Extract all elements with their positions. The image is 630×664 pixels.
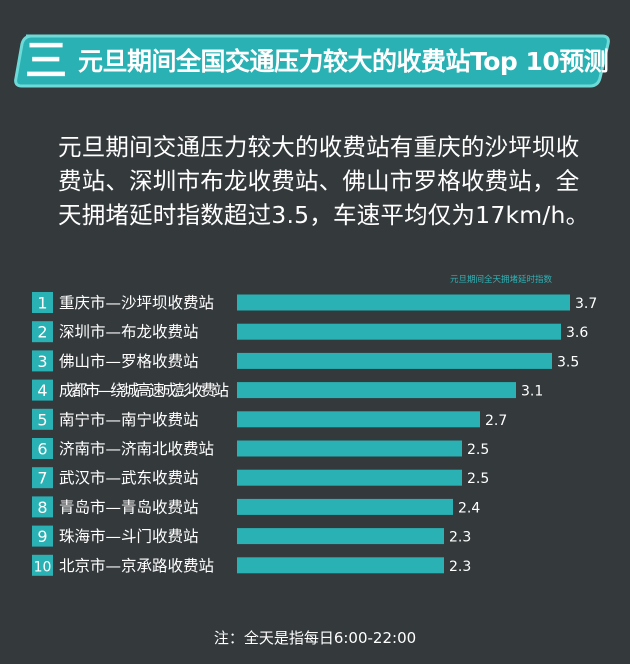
rank-number: 5: [37, 410, 47, 429]
rank-number: 4: [37, 381, 47, 400]
value-label: 3.7: [575, 296, 597, 312]
category-label: 珠海市—斗门收费站: [59, 528, 199, 546]
page-title: 元旦期间全国交通压力较大的收费站Top 10预测: [78, 47, 609, 76]
category-label: 重庆市—沙坪坝收费站: [59, 294, 214, 312]
value-label: 2.5: [467, 471, 489, 487]
rank-badge: [32, 467, 53, 489]
category-label: 成都市—绕城高速成彭收费站: [59, 382, 229, 400]
value-label: 2.3: [449, 559, 471, 575]
bar: [237, 294, 570, 311]
rank-number: 2: [37, 323, 47, 342]
value-label: 3.5: [557, 354, 579, 370]
rank-badge: [32, 438, 53, 459]
category-label: 佛山市—罗格收费站: [59, 352, 199, 370]
rank-number: 9: [37, 527, 47, 546]
rank-badge: [32, 496, 53, 518]
rank-badge: [32, 525, 53, 547]
rank-badge: [32, 350, 53, 372]
rank-badge: [32, 379, 53, 401]
title-banner: 三 元旦期间全国交通压力较大的收费站Top 10预测: [12, 32, 614, 90]
bar: [237, 469, 462, 486]
category-label: 武汉市—武东收费站: [59, 469, 199, 487]
rank-number: 1: [37, 294, 47, 313]
value-label: 2.4: [458, 500, 480, 516]
category-label: 青岛市—青岛收费站: [59, 498, 199, 516]
category-label: 南宁市—南宁收费站: [59, 411, 199, 429]
bar: [237, 411, 480, 428]
value-label: 3.6: [566, 325, 588, 341]
value-label: 3.1: [521, 384, 543, 400]
bar: [237, 382, 516, 399]
bar: [237, 323, 561, 340]
rank-number: 8: [37, 498, 47, 517]
rank-badge: [32, 292, 53, 313]
rank-number: 10: [34, 559, 52, 575]
category-label: 深圳市—布龙收费站: [59, 323, 199, 341]
bar: [237, 557, 444, 574]
rank-badge: [32, 321, 53, 343]
summary-text: 元旦期间交通压力较大的收费站有重庆的沙坪坝收费站、深圳市布龙收费站、佛山市罗格收…: [58, 133, 590, 229]
rank-badge: [32, 408, 53, 430]
bar: [237, 440, 462, 457]
footnote: 注：全天是指每日6:00-22:00: [213, 629, 417, 647]
value-label: 2.5: [467, 442, 489, 458]
rank-number: 7: [37, 469, 47, 488]
category-label: 济南市—济南北收费站: [59, 440, 214, 458]
chart-legend-label: 元旦期间全天拥堵延时指数: [450, 275, 553, 285]
bar: [237, 528, 444, 545]
value-label: 2.7: [485, 413, 507, 429]
rank-number: 6: [37, 440, 47, 459]
value-label: 2.3: [449, 530, 471, 546]
category-label: 北京市—京承路收费站: [59, 557, 214, 575]
rank-number: 3: [37, 352, 47, 371]
section-number: 三: [24, 36, 67, 85]
rank-badge: [32, 554, 53, 576]
bar: [237, 352, 552, 369]
bar: [237, 498, 453, 515]
banner-shape: [14, 34, 610, 88]
